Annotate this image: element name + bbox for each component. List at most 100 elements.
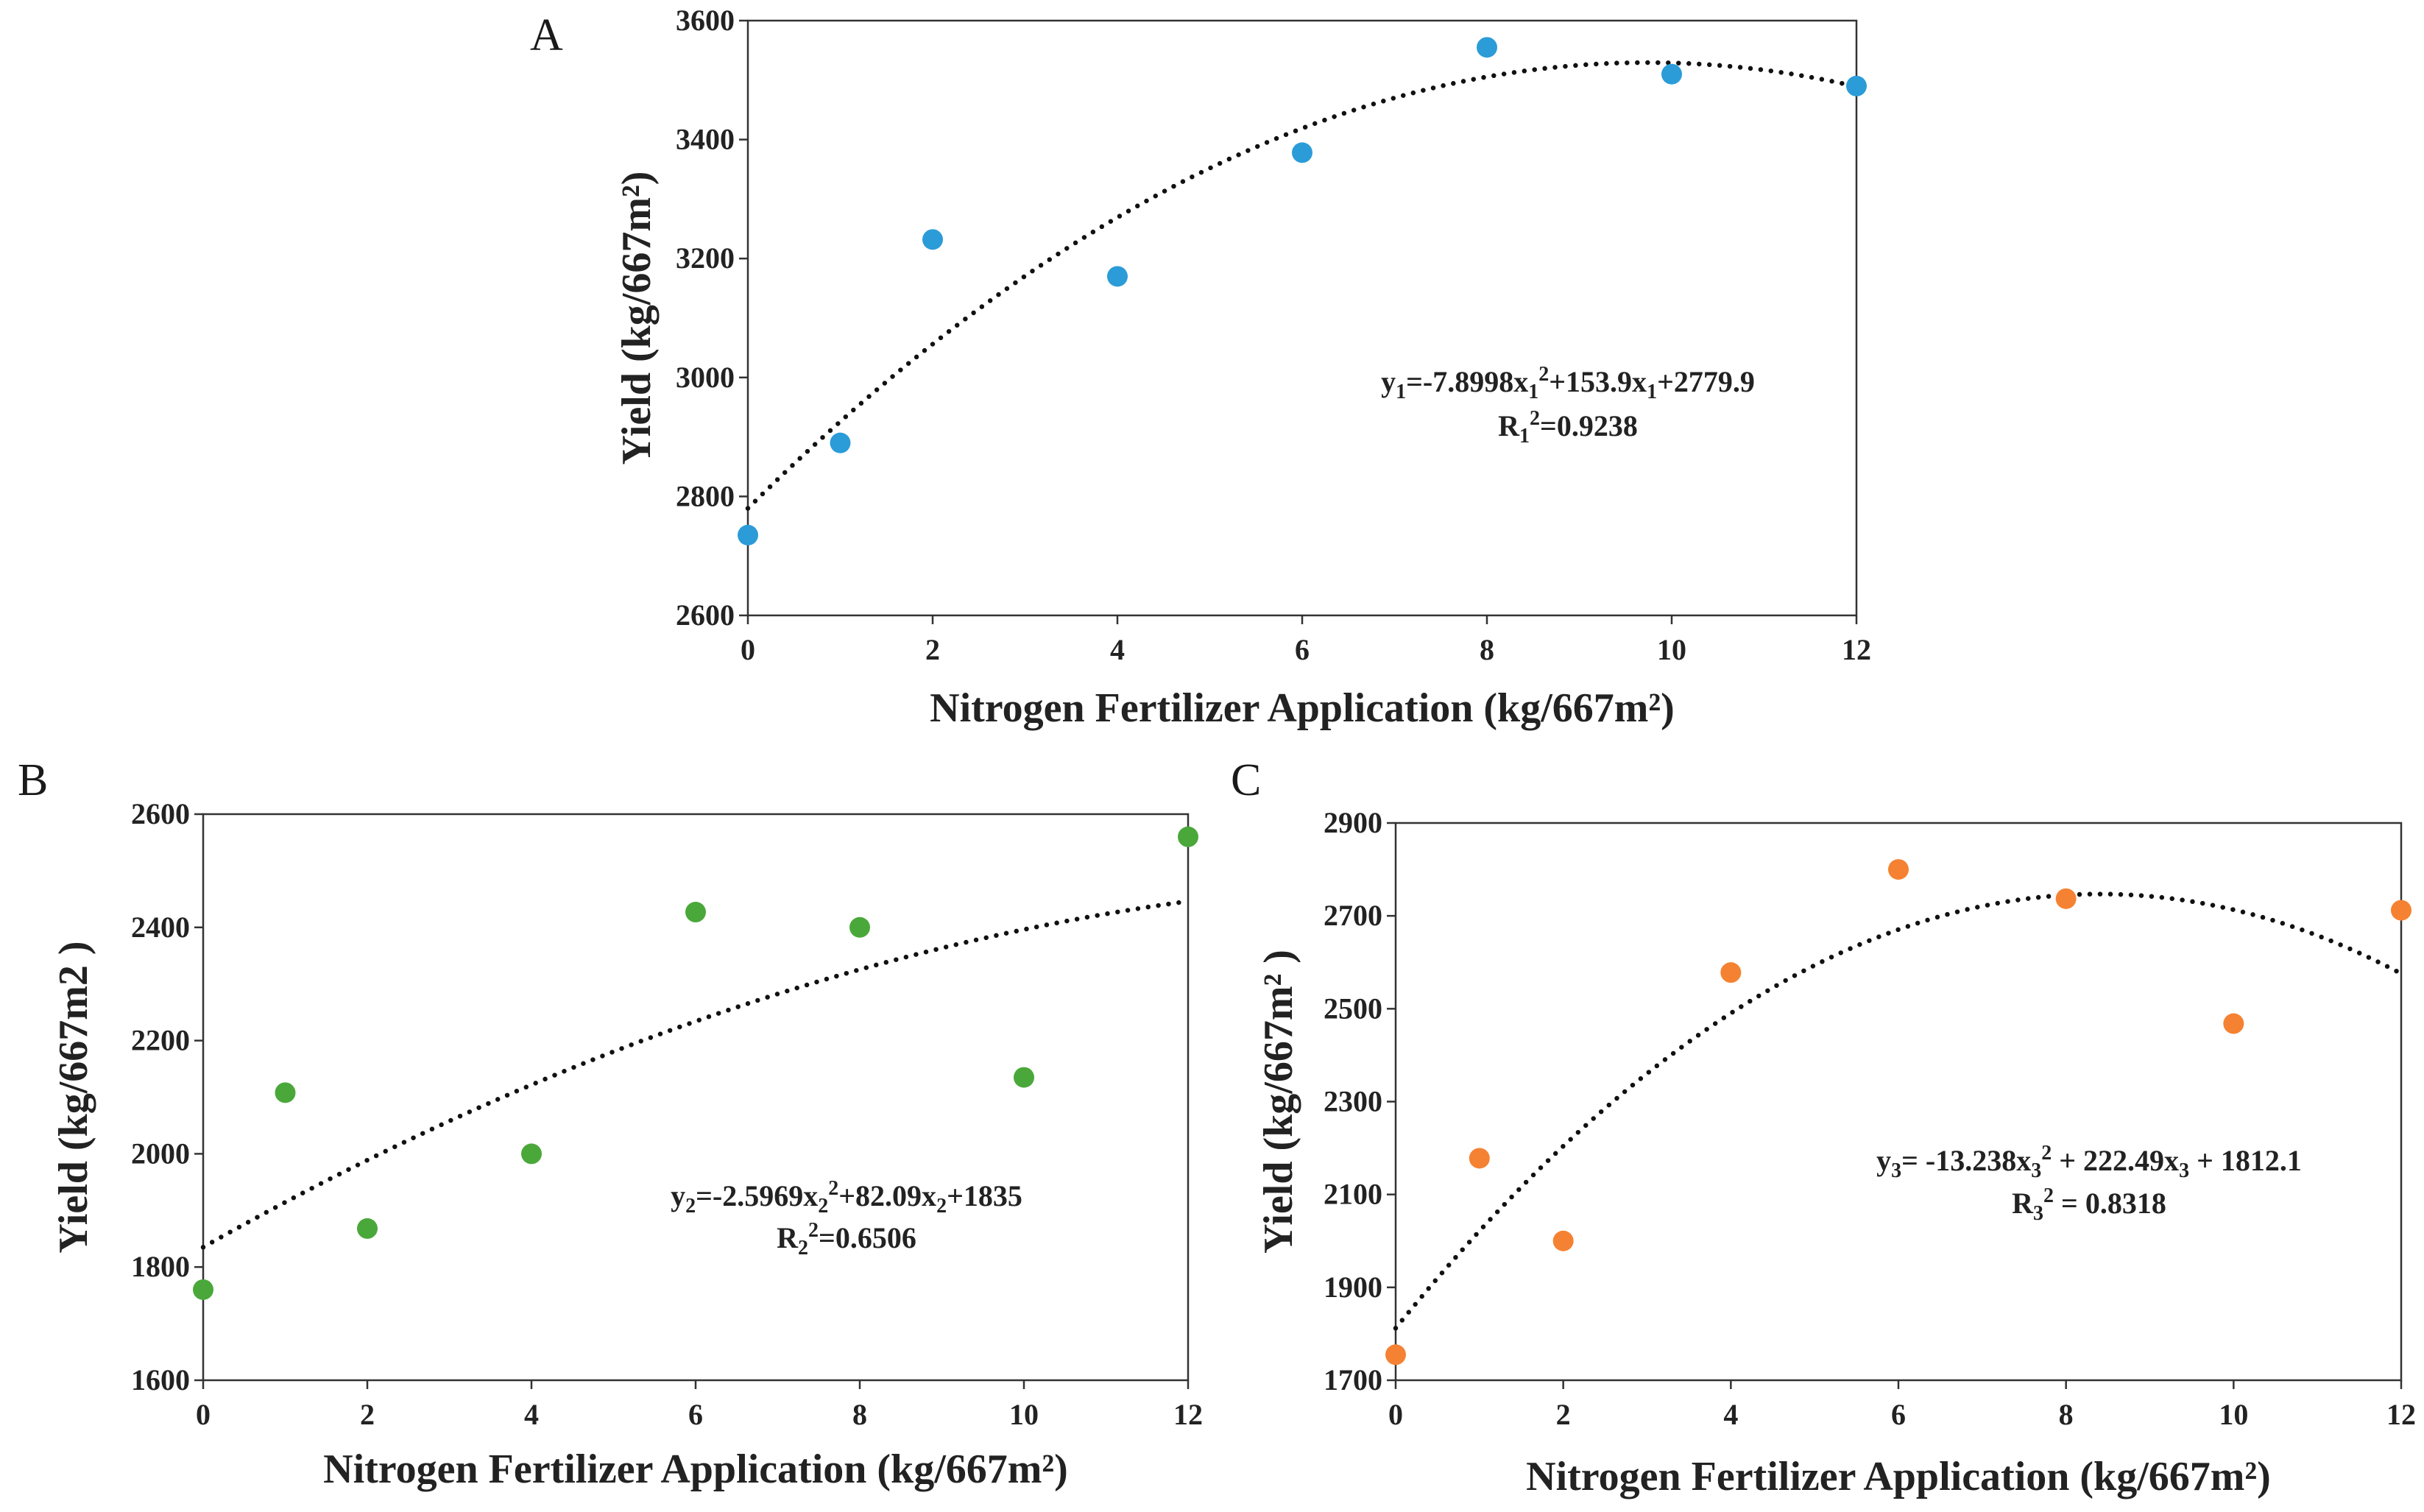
y-tick-label: 2600	[131, 797, 190, 830]
trendline	[200, 899, 1191, 1250]
data-point	[357, 1218, 378, 1239]
r2-superscript: 2	[2043, 1184, 2054, 1207]
y-tick-label: 2400	[131, 911, 190, 944]
y-tick-label: 3400	[676, 123, 735, 156]
r2-subscript: 2	[798, 1237, 808, 1260]
equation-term: +82.09x	[838, 1179, 936, 1212]
panel-letter: A	[530, 10, 563, 60]
data-point	[521, 1143, 542, 1165]
r2-value: = 0.8318	[2054, 1187, 2166, 1220]
equation-subscript: 3	[2031, 1159, 2041, 1182]
x-tick-label: 10	[1009, 1398, 1039, 1431]
x-tick-label: 6	[688, 1398, 703, 1431]
equation-subscript: 3	[2179, 1159, 2189, 1182]
data-point	[2391, 900, 2411, 921]
data-point	[849, 916, 870, 938]
r2-var: R	[1498, 409, 1520, 442]
y-tick-label: 3200	[676, 241, 735, 275]
y-axis-label: Yield (kg/667m²)	[614, 172, 660, 465]
y-axis-label: Yield (kg/667m² )	[1256, 950, 1301, 1254]
data-point	[1107, 266, 1128, 287]
data-point	[1846, 75, 1867, 96]
chart-panel-C: C 1700 1900 2100 2300 2500 2700 2900 0 2 4 6 8 10 12 Ni…	[1231, 755, 2416, 1499]
equation-subscript: 2	[685, 1195, 696, 1218]
y-tick-label: 1900	[1324, 1271, 1382, 1304]
equation-subscript: 1	[1647, 381, 1657, 403]
y-tick-label: 2700	[1324, 899, 1382, 932]
y-tick-label: 2000	[131, 1137, 190, 1170]
y-tick-label: 2800	[676, 479, 735, 512]
y-tick-label: 1800	[131, 1250, 190, 1283]
panel-letter: C	[1231, 755, 1261, 805]
equation-term: + 1812.1	[2189, 1144, 2302, 1177]
r-squared: R22=0.6506	[777, 1219, 916, 1260]
data-point	[2223, 1013, 2244, 1034]
data-point	[830, 432, 851, 453]
x-tick-label: 0	[196, 1398, 211, 1431]
data-point	[1469, 1148, 1490, 1169]
x-tick-label: 4	[1723, 1398, 1738, 1431]
equation-subscript: 1	[1396, 381, 1406, 403]
equation-superscript: 2	[2041, 1142, 2052, 1165]
plot-frame	[202, 813, 1190, 1382]
equation-subscript: 1	[1528, 381, 1538, 403]
r2-superscript: 2	[1530, 407, 1540, 430]
x-tick-label: 6	[1891, 1398, 1906, 1431]
data-point	[1178, 826, 1198, 847]
trendline	[1393, 891, 2404, 1331]
plot-frame	[1394, 822, 2403, 1382]
y-tick-label: 2900	[1324, 806, 1382, 839]
equation-var: y	[1876, 1144, 1891, 1177]
y-tick-label: 3000	[676, 361, 735, 394]
r2-value: =0.6506	[819, 1221, 916, 1254]
data-point	[2055, 888, 2077, 909]
equation-term: +2779.9	[1657, 365, 1755, 398]
x-tick-label: 4	[1110, 633, 1125, 666]
r2-var: R	[2012, 1187, 2034, 1220]
x-tick-label: 2	[360, 1398, 375, 1431]
data-point	[275, 1082, 296, 1103]
panel-letter: B	[18, 755, 48, 805]
data-point	[1014, 1067, 1034, 1088]
equation-superscript: 2	[828, 1177, 838, 1200]
x-tick-label: 6	[1295, 633, 1310, 666]
equation-term: = -13.238x	[1901, 1144, 2031, 1177]
data-point	[1292, 142, 1312, 163]
y-tick-label: 2500	[1324, 992, 1382, 1025]
trendline-equation: y2=-2.5969x22+82.09x2+1835	[671, 1177, 1022, 1218]
y-tick-label: 1700	[1324, 1363, 1382, 1396]
r2-value: =0.9238	[1540, 409, 1638, 442]
trendline-equation: y3= -13.238x32 + 222.49x3 + 1812.1	[1876, 1142, 2302, 1182]
plot-frame	[746, 19, 1858, 617]
equation-term: =-2.5969x	[696, 1179, 818, 1212]
data-point	[1552, 1230, 1574, 1251]
y-tick-label: 1600	[131, 1363, 190, 1396]
data-point	[922, 229, 943, 250]
data-point	[1661, 63, 1682, 85]
x-tick-label: 12	[1842, 633, 1871, 666]
x-axis-label: Nitrogen Fertilizer Application (kg/667m…	[323, 1446, 1068, 1492]
r-squared: R32 = 0.8318	[2012, 1184, 2166, 1225]
y-tick-label: 2300	[1324, 1085, 1382, 1118]
trendline	[745, 60, 1859, 511]
equation-subscript: 3	[1891, 1159, 1901, 1182]
equation-term: +153.9x	[1549, 365, 1647, 398]
r2-var: R	[777, 1221, 799, 1254]
x-tick-label: 8	[852, 1398, 867, 1431]
equation-subscript: 2	[818, 1195, 828, 1218]
x-tick-label: 0	[741, 633, 755, 666]
x-tick-label: 8	[1480, 633, 1494, 666]
y-axis-label: Yield (kg/667m2 )	[51, 941, 96, 1253]
equation-var: y	[1381, 365, 1396, 398]
y-tick-label: 2600	[676, 598, 735, 632]
r-squared: R12=0.9238	[1498, 407, 1638, 448]
data-point	[1477, 37, 1497, 58]
data-point	[1385, 1344, 1406, 1366]
r2-subscript: 1	[1519, 425, 1530, 448]
data-point	[685, 902, 706, 923]
x-tick-label: 12	[1173, 1398, 1203, 1431]
equation-subscript: 2	[936, 1195, 947, 1218]
r2-subscript: 3	[2033, 1202, 2043, 1225]
